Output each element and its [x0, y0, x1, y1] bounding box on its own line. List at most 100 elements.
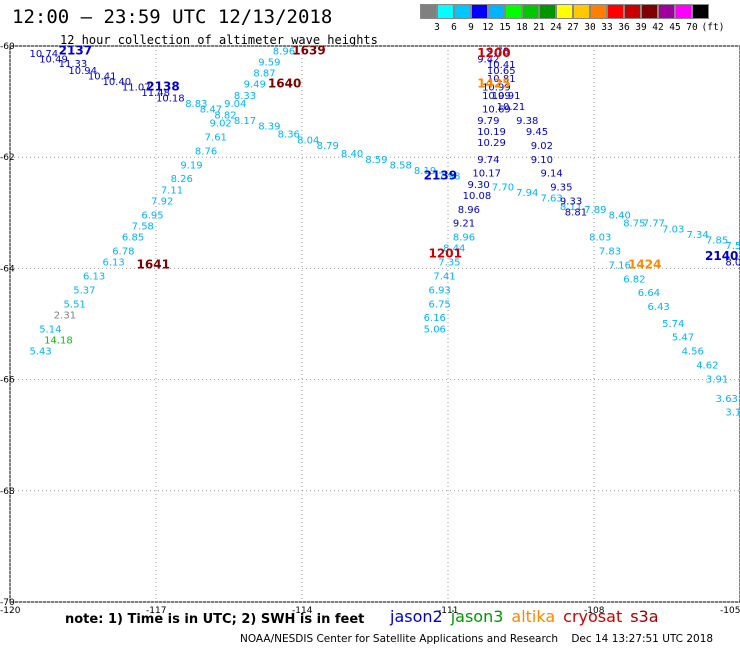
swh-value-label: 7.85	[706, 235, 728, 246]
swh-value-label: 10.21	[497, 102, 526, 113]
swh-value-label: 9.59	[258, 57, 280, 68]
swh-value-label: 10.17	[472, 169, 501, 180]
swh-value-label: 10.74	[29, 49, 58, 60]
swh-value-label: 6.13	[102, 258, 124, 269]
swh-value-label: 6.82	[623, 274, 645, 285]
swh-value-label: 11.07	[122, 82, 151, 93]
swh-value-label: 11.48	[141, 88, 170, 99]
swh-value-label: 10.29	[477, 138, 506, 149]
color-scale-swatch	[522, 4, 539, 19]
lat-tick-label: -62	[0, 153, 15, 163]
swh-value-label: 7.41	[433, 272, 455, 283]
swh-value-label: 9.33	[560, 196, 582, 207]
swh-value-label: 9.45	[526, 127, 548, 138]
pass-time-label: 2138	[146, 79, 179, 93]
swh-value-label: 7.89	[584, 205, 606, 216]
swh-value-label: 5.74	[662, 319, 684, 330]
lat-tick-label: -68	[0, 487, 15, 497]
swh-value-label: 8.03	[589, 233, 611, 244]
color-scale-label: 3	[434, 22, 440, 33]
swh-value-label: 8.76	[195, 146, 217, 157]
color-scale-label: 24	[550, 22, 562, 33]
swh-value-label: 6.16	[424, 313, 446, 324]
color-scale-label: 33	[601, 22, 613, 33]
swh-value-label: 3.63	[716, 394, 738, 405]
swh-value-label: 8.44	[443, 244, 465, 255]
color-scale-label: 9	[468, 22, 474, 33]
swh-value-label: 9.02	[210, 119, 232, 130]
swh-value-label: 5.14	[39, 324, 61, 335]
lon-tick-label: -120	[0, 606, 21, 616]
swh-value-label: 7.03	[662, 224, 684, 235]
footer-credit: NOAA/NESDIS Center for Satellite Applica…	[240, 633, 714, 645]
color-scale-swatch	[658, 4, 675, 19]
swh-value-label: 8.19	[414, 166, 436, 177]
color-scale-swatch	[590, 4, 607, 19]
color-scale-swatch	[437, 4, 454, 19]
color-scale-label: 70	[686, 22, 698, 33]
map-frame	[9, 45, 740, 603]
color-scale-label: 30	[584, 22, 596, 33]
swh-value-label: 9.42	[477, 55, 499, 66]
pass-time-label: 1641	[137, 257, 170, 271]
color-scale-swatch	[471, 4, 488, 19]
swh-value-label: 9.35	[550, 183, 572, 194]
swh-value-label: 6.78	[112, 247, 134, 258]
color-scale-swatch	[420, 4, 437, 19]
legend-entry-altika: altika	[511, 607, 556, 626]
lon-tick-label: -105	[720, 606, 740, 616]
color-scale-unit: (ft)	[701, 22, 725, 33]
swh-value-label: 8.26	[171, 174, 193, 185]
swh-point-labels: 8.969.598.879.498.339.048.838.828.479.02…	[29, 46, 740, 418]
swh-value-label: 7.63	[540, 194, 562, 205]
axis-tick-labels: -60 -62 -64 -66 -68 -70-120 -117 -114 -111 -108 -1…	[0, 42, 740, 616]
swh-value-label: 9.19	[180, 160, 202, 171]
swh-value-label: 14.18	[44, 335, 73, 346]
pass-time-label: 1639	[292, 43, 325, 57]
color-scale-swatch	[454, 4, 471, 19]
swh-value-label: 8.82	[214, 110, 236, 121]
swh-value-label: 9.49	[244, 80, 266, 91]
swh-value-label: 8.58	[390, 160, 412, 171]
lat-tick-label: -60	[0, 42, 15, 52]
pass-time-label: 2139	[424, 168, 457, 182]
color-scale-swatch	[692, 4, 709, 19]
swh-value-label: 8.83	[185, 99, 207, 110]
satellite-legend: jason2 jason3 altika cryosat s3a	[390, 607, 667, 626]
swh-value-label: 5.47	[672, 333, 694, 344]
swh-value-label: 7.92	[151, 196, 173, 207]
swh-value-label: 7.94	[516, 188, 538, 199]
swh-value-label: 7.83	[599, 247, 621, 258]
swh-value-label: 10.41	[88, 71, 117, 82]
color-scale-label: 18	[516, 22, 528, 33]
swh-value-label: 3.17	[725, 408, 740, 419]
color-scale-swatch	[556, 4, 573, 19]
swh-value-label: 10.99	[482, 91, 511, 102]
swh-value-label: 6.85	[122, 233, 144, 244]
lon-tick-label: -108	[584, 606, 605, 616]
swh-value-label: 6.75	[429, 299, 451, 310]
color-scale-label: 15	[499, 22, 511, 33]
swh-value-label: 9.78	[487, 46, 509, 57]
color-scale-label: 6	[451, 22, 457, 33]
swh-value-label: 7.54	[725, 241, 740, 252]
swh-value-label: 8.47	[200, 105, 222, 116]
lat-tick-label: -66	[0, 376, 15, 386]
legend-entry-s3a: s3a	[630, 607, 659, 626]
swh-value-label: 7.16	[609, 260, 631, 271]
swh-value-label: 10.91	[492, 91, 521, 102]
pass-time-label: 1200	[477, 46, 510, 60]
swh-value-label: 8.87	[253, 69, 275, 80]
swh-value-label: 7.11	[161, 185, 183, 196]
swh-value-label: 9.21	[453, 219, 475, 230]
swh-value-label: 8.33	[234, 91, 256, 102]
swh-value-label: 7.98	[438, 171, 460, 182]
swh-value-label: 6.95	[141, 210, 163, 221]
pass-time-label: 1425	[477, 77, 510, 91]
swh-value-label: 10.65	[487, 66, 516, 77]
swh-value-label: 5.37	[73, 285, 95, 296]
legend-entry-jason2: jason2	[390, 607, 443, 626]
swh-value-label: 4.56	[682, 347, 704, 358]
color-scale-swatch	[641, 4, 658, 19]
swh-value-label: 5.51	[64, 299, 86, 310]
